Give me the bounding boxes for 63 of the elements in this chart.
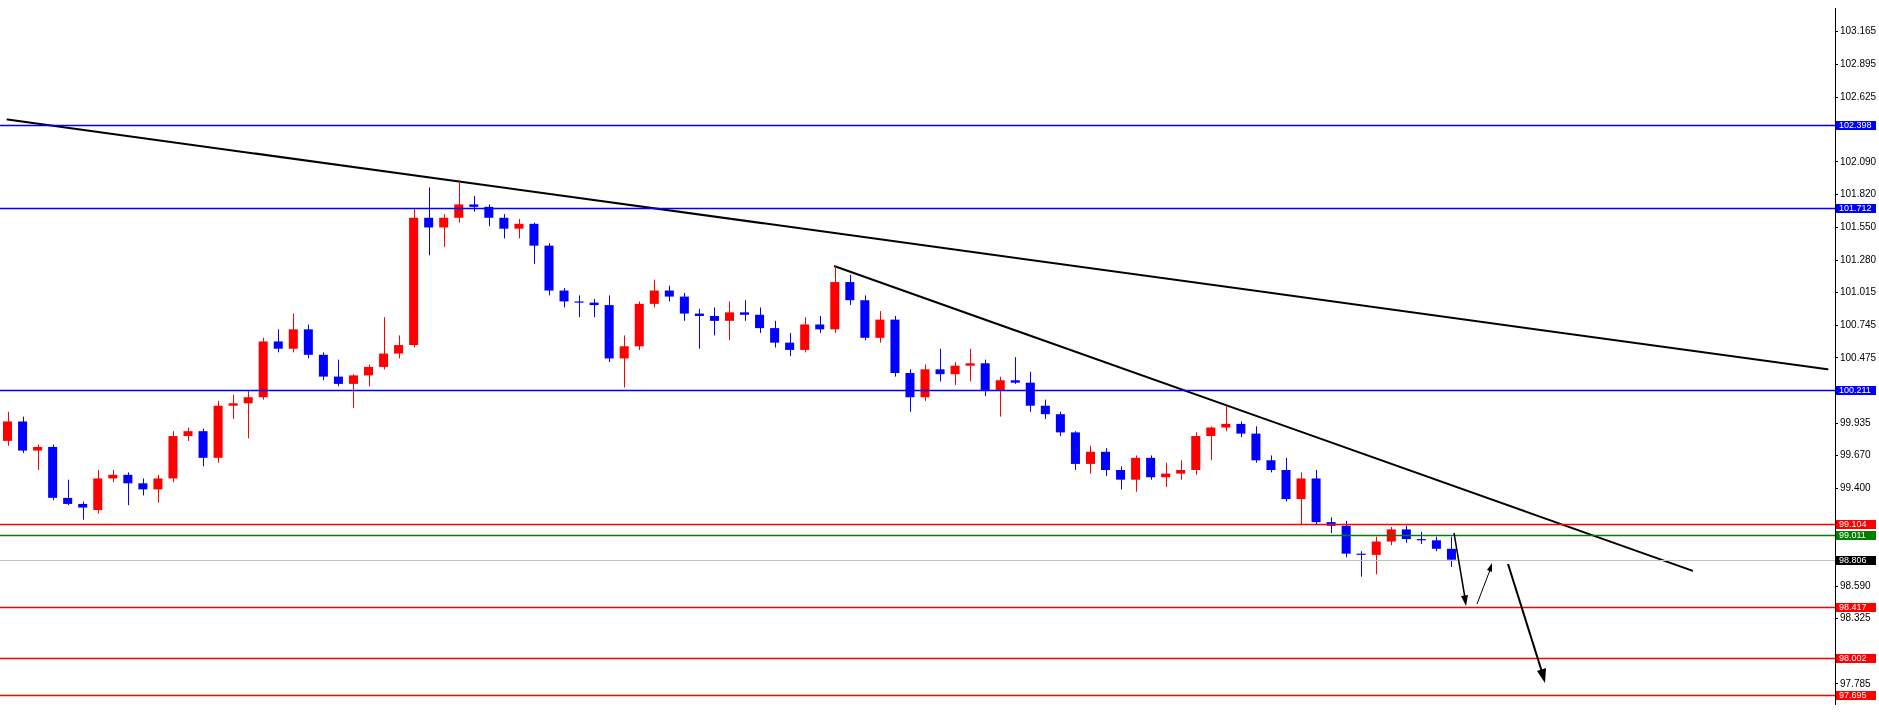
y-tick-label: 101.015 [1840,286,1877,298]
y-tick-label: 100.475 [1840,351,1877,363]
candlestick [303,323,313,359]
candlestick [800,316,810,353]
candlestick [995,376,1005,418]
candlestick [273,328,283,353]
candlestick [740,299,750,322]
y-tick-label: 102.895 [1840,58,1877,70]
ref-line-label: 98.417 [1839,601,1867,612]
candlestick [1221,405,1231,432]
y-tick-label: 99.935 [1840,417,1872,429]
candlestick [93,469,103,515]
candlestick [514,218,524,239]
y-tick-label: 97.785 [1840,677,1872,689]
candlestick [288,313,298,353]
candlestick [815,315,825,334]
candlestick [724,300,734,341]
candlestick [499,213,509,239]
candlestick [1431,536,1441,552]
candlestick [1176,459,1186,481]
candlestick [33,444,43,471]
candlestick [348,373,358,409]
candlestick [965,348,975,382]
ref-line-label: 100.211 [1839,384,1871,395]
candlestick [1281,457,1291,503]
candlestick [860,294,870,341]
y-tick-label: 101.280 [1840,253,1877,265]
y-tick-label: 102.090 [1840,155,1877,167]
ref-line-label: 99.104 [1839,518,1867,529]
y-tick-label: 98.590 [1840,580,1872,592]
ref-line-label: 101.712 [1839,202,1872,213]
candlestick [935,348,945,382]
candlestick [78,501,88,521]
candlestick [1446,536,1456,568]
ref-line-label: 97.695 [1839,689,1867,700]
y-tick-label: 103.165 [1840,25,1877,37]
y-tick-label: 101.820 [1840,188,1877,200]
candlestick [574,294,584,318]
candlestick [709,307,719,336]
y-tick-label: 100.745 [1840,318,1877,330]
y-tick-label: 99.670 [1840,449,1872,461]
y-tick-label: 102.625 [1840,90,1877,102]
candlestick [1116,465,1126,490]
candlestick [544,242,554,296]
candlestick [228,394,238,420]
candlestick [18,416,28,454]
ref-line-label: 99.011 [1839,529,1866,540]
candlestick [1236,420,1246,438]
candlestick [198,428,208,467]
y-tick-label: 101.550 [1840,221,1877,233]
y-tick-label: 98.325 [1840,612,1872,624]
candlestick [394,334,404,359]
candlestick [1010,356,1020,385]
candlestick [183,427,193,442]
candlestick [770,320,780,349]
candlestick [3,411,13,447]
ref-line-label: 98.806 [1839,554,1867,565]
candlestick [153,474,163,504]
candlestick [1070,430,1080,471]
candlestick [1266,454,1276,473]
y-tick-label: 99.400 [1840,481,1872,493]
ref-line-label: 102.398 [1839,119,1872,130]
ref-line-label: 98.002 [1839,652,1867,663]
